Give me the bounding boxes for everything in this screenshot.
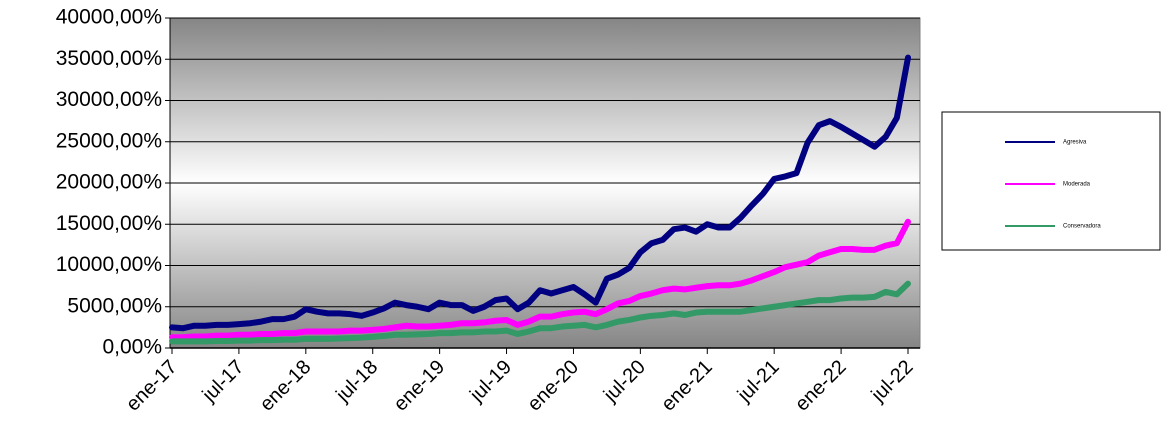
series-line [169,280,911,345]
x-tick-label: jul-22 [867,356,918,407]
x-tick-label: ene-22 [791,356,851,416]
x-tick-label: ene-20 [523,356,583,416]
y-tick-label: 40000,00% [56,6,162,29]
x-tick-label: ene-19 [390,356,450,416]
series-line [169,54,911,332]
x-tick-label: jul-21 [733,356,784,407]
x-tick-label: ene-17 [122,356,182,416]
legend-label: Conservadora [1063,224,1101,230]
x-tick-label: jul-17 [198,356,249,407]
x-tick-label: jul-19 [465,356,516,407]
x-tick-label: jul-18 [331,356,382,407]
y-tick-label: 15000,00% [56,212,162,235]
x-tick-label: ene-21 [657,356,717,416]
legend [941,111,1161,251]
y-tick-label: 35000,00% [56,47,162,70]
y-tick-label: 20000,00% [56,171,162,194]
y-tick-label: 10000,00% [56,253,162,276]
series-line [169,218,911,341]
legend-label: Agresiva [1063,140,1087,146]
y-tick-label: 30000,00% [56,88,162,111]
y-tick-label: 5000,00% [67,294,162,317]
legend-label: Moderada [1063,182,1091,188]
y-tick-label: 25000,00% [56,129,162,152]
y-tick-label: 0,00% [102,336,162,359]
x-tick-label: jul-20 [599,356,650,407]
x-tick-label: ene-18 [256,356,316,416]
